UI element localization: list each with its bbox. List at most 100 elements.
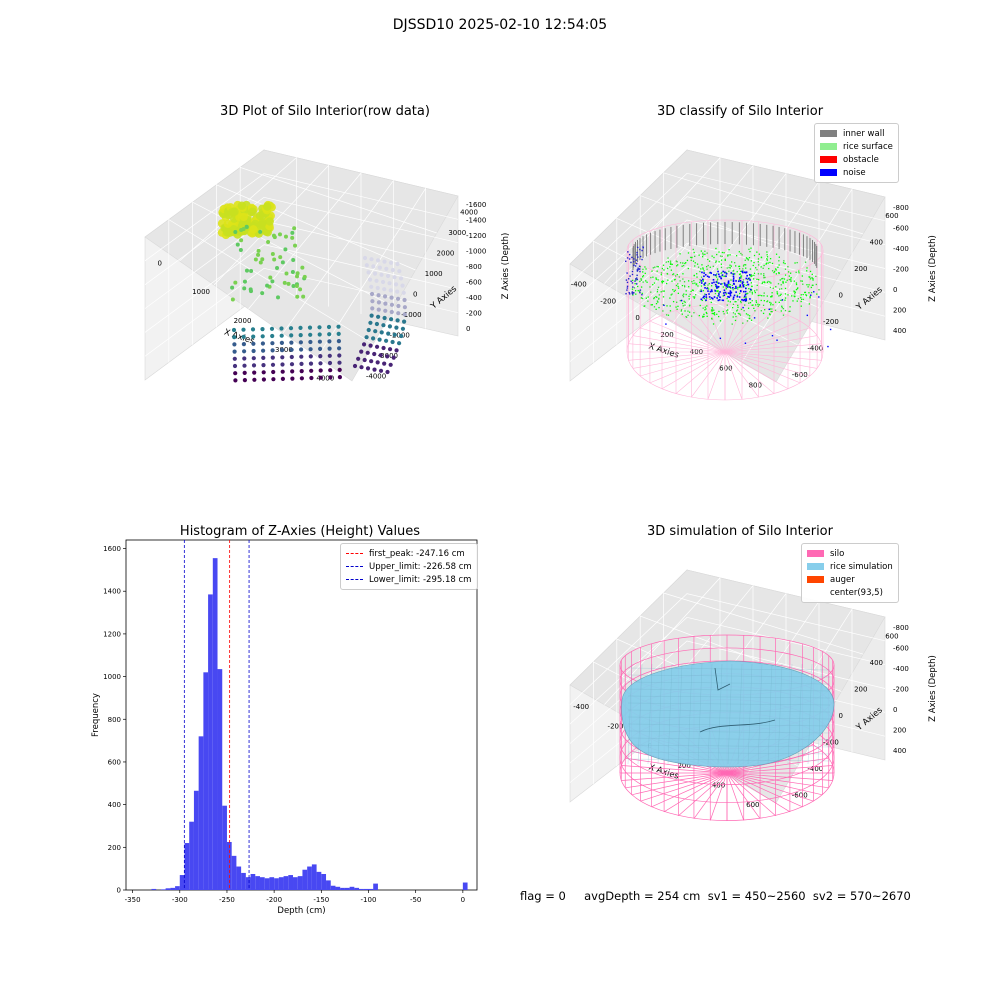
panel2-rice-point (738, 265, 740, 268)
panel2-rice-point (692, 282, 694, 285)
panel2-noise-point (742, 285, 745, 288)
panel1-point (379, 272, 384, 277)
panel4-y-tick: 400 (870, 659, 883, 667)
panel2-rice-point (737, 306, 739, 308)
panel4-z-tick: 0 (893, 706, 897, 714)
panel2-rice-point (778, 295, 780, 297)
panel1-point (242, 349, 247, 354)
panel2-rice-point (666, 267, 669, 270)
panel1-point (370, 336, 376, 341)
panel1-point (385, 369, 390, 375)
panel2-rice-point (653, 297, 655, 300)
panel1-point (270, 279, 275, 284)
panel2-rice-point (713, 256, 715, 259)
panel2-rice-point (775, 273, 777, 275)
panel2-rice-point (782, 277, 784, 280)
panel1-point (230, 207, 239, 216)
panel1-point (256, 248, 261, 253)
panel1-point (270, 355, 275, 360)
panel1-point (260, 291, 265, 296)
hist-bar (203, 672, 209, 890)
panel1-x-tick: 2000 (234, 317, 252, 325)
panel2-rice-point (742, 265, 745, 267)
panel1-z-tick: -600 (466, 279, 482, 287)
panel2-rice-point (736, 310, 738, 312)
panel2-rice-point (661, 281, 663, 283)
panel2-rice-point (778, 288, 781, 290)
panel1-point (260, 334, 265, 339)
panel2-rice-point (702, 307, 704, 309)
panel2-rice-point (757, 261, 759, 263)
panel1-y-tick: -1000 (401, 311, 421, 319)
panel2-noise-point (729, 292, 732, 294)
panel1-point (244, 224, 249, 229)
panel2-rice-point (674, 275, 677, 277)
panel2-rice-point (687, 267, 689, 270)
panel2-silo-spoke (649, 351, 726, 384)
panel2-rice-point (790, 277, 792, 279)
panel2-rice-point (746, 320, 749, 322)
panel1-point (392, 332, 397, 337)
panel2-rice-point (699, 281, 701, 283)
panel2-noise-point (639, 248, 641, 251)
panel1-point (282, 280, 287, 285)
panel2-noise-point (716, 286, 718, 288)
hist-bar (278, 877, 284, 890)
panel2-rice-point (644, 272, 646, 275)
panel2-rice-point (667, 257, 669, 259)
panel1-point (233, 230, 238, 235)
panel2-rice-point (683, 293, 685, 295)
panel1-x-label: X Axies (223, 327, 256, 346)
panel1-point (336, 324, 341, 329)
panel1-point (237, 201, 247, 210)
panel2-silo-spoke (628, 351, 726, 361)
panel2-noise-point (738, 296, 741, 298)
panel2-rice-point (751, 291, 753, 293)
panel2-noise-point (709, 290, 712, 293)
panel2-rice-point (695, 284, 697, 286)
panel2-rice-point (760, 266, 762, 268)
panel4-x-tick: -200 (608, 723, 624, 731)
panel4-mesh-line (627, 723, 831, 727)
panel1-point (232, 349, 237, 354)
panel4-silo-spoke (726, 765, 833, 774)
panel2-silo-spoke (691, 306, 726, 353)
panel1-point (317, 325, 322, 330)
panel2-rice-point (711, 312, 713, 315)
panel2-rice-point (666, 273, 669, 275)
panel2-rice-point (699, 270, 701, 273)
panel2-rice-point (782, 280, 784, 283)
panel2-rice-point (765, 263, 767, 265)
panel2-rice-point (672, 289, 674, 291)
panel1-point (388, 260, 394, 265)
panel2-rice-point (724, 259, 726, 262)
panel2-rice-point (709, 266, 711, 268)
panel1-point (242, 286, 247, 291)
panel2-rice-point (747, 258, 749, 260)
legend-item-rice-surface: rice surface (820, 140, 893, 153)
panel1-point (364, 263, 369, 268)
panel2-rice-point (775, 269, 777, 271)
panel2-rice-point (690, 315, 693, 317)
panel2-noise-point (746, 274, 748, 277)
panel2-rice-point (640, 297, 643, 299)
panel2-rice-point (763, 264, 765, 267)
panel2-rice-point (781, 278, 783, 280)
panel2-rice-point (704, 253, 706, 256)
panel2-x-tick: -400 (571, 280, 587, 288)
panel2-rice-point (801, 280, 803, 282)
panel1-point (388, 362, 393, 367)
panel2-noise-point (626, 272, 628, 274)
panel2-rice-point (713, 312, 715, 315)
panel2-noise-point (748, 274, 751, 276)
panel2-rice-point (702, 316, 704, 318)
panel2-rice-point (796, 288, 799, 290)
hist-bar (179, 875, 185, 890)
panel2-rice-point (650, 304, 652, 306)
panel2-noise-point (732, 273, 735, 275)
panel2-noise-point (710, 289, 713, 291)
panel2-rice-point (762, 312, 765, 315)
panel2-rice-point (782, 307, 785, 310)
panel2-x-tick: 200 (660, 331, 673, 339)
hist-bar (231, 855, 237, 890)
